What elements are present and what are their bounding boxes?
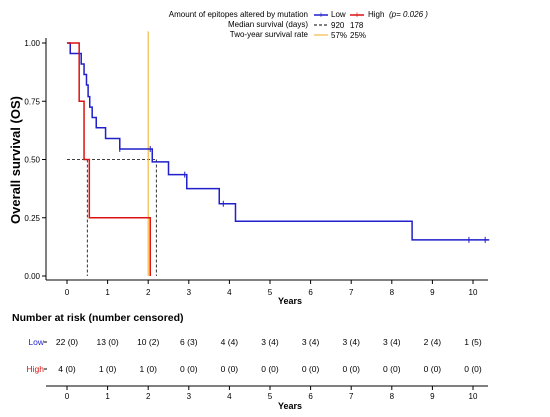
risk-cell: 1 (0) xyxy=(99,364,117,374)
x-tick-label: 3 xyxy=(187,288,192,297)
risk-cell: 13 (0) xyxy=(96,337,118,347)
x-tick-label: 4 xyxy=(227,288,232,297)
y-tick-label: 1.00 xyxy=(24,39,40,48)
survival-curve-high xyxy=(67,42,151,276)
x-ticks: 0 1 2 3 4 5 6 7 8 9 10 xyxy=(65,280,478,297)
risk-row-label-high: High xyxy=(27,364,45,374)
risk-x-tick-label: 10 xyxy=(469,392,478,401)
y-tick-label: 0.25 xyxy=(24,214,40,223)
risk-cell: 0 (0) xyxy=(180,364,198,374)
risk-x-tick-label: 2 xyxy=(146,392,151,401)
legend-median-high: 178 xyxy=(350,21,364,30)
y-ticks: 0.00 0.25 0.50 0.75 1.00 xyxy=(24,39,46,281)
risk-cell: 0 (0) xyxy=(464,364,482,374)
survival-curve-low xyxy=(67,42,490,241)
legend: Amount of epitopes altered by mutation +… xyxy=(169,10,428,40)
risk-x-tick-label: 8 xyxy=(390,392,395,401)
legend-high-label: High xyxy=(368,10,384,19)
risk-cell: 3 (4) xyxy=(383,337,401,347)
risk-x-tick-label: 7 xyxy=(349,392,354,401)
x-axis-label: Years xyxy=(278,296,302,306)
legend-low-label: Low xyxy=(331,10,346,19)
risk-cell: 6 (3) xyxy=(180,337,198,347)
risk-table-title: Number at risk (number censored) xyxy=(12,312,184,324)
y-axis-label: Overall survival (OS) xyxy=(8,96,23,224)
legend-twoyear-low: 57% xyxy=(331,31,347,40)
x-tick-label: 2 xyxy=(146,288,151,297)
legend-twoyear-high: 25% xyxy=(350,31,366,40)
x-tick-label: 8 xyxy=(390,288,395,297)
axes: Overall survival (OS) Years 0.00 0.25 0.50… xyxy=(8,38,488,306)
legend-low-plus: + xyxy=(318,10,323,20)
legend-median-low: 920 xyxy=(331,21,345,30)
risk-cell: 22 (0) xyxy=(56,337,78,347)
risk-cell: 3 (4) xyxy=(302,337,320,347)
risk-cell: 3 (4) xyxy=(342,337,360,347)
x-tick-label: 10 xyxy=(469,288,478,297)
x-tick-label: 9 xyxy=(430,288,435,297)
risk-cell: 0 (0) xyxy=(342,364,360,374)
risk-row-label-low: Low xyxy=(28,337,44,347)
risk-x-tick-label: 0 xyxy=(65,392,70,401)
risk-rows: Low 22 (0) 13 (0) 10 (2) 6 (3) 4 (4) 3 (4) 3 (4… xyxy=(27,337,482,374)
legend-high-p: (p= 0.026 ) xyxy=(389,10,428,19)
risk-x-tick-label: 1 xyxy=(105,392,110,401)
risk-cell: 2 (4) xyxy=(424,337,442,347)
risk-cell: 0 (0) xyxy=(424,364,442,374)
risk-table: Number at risk (number censored) Years L… xyxy=(12,312,488,411)
risk-x-tick-label: 5 xyxy=(268,392,273,401)
y-tick-label: 0.75 xyxy=(24,97,40,106)
risk-cell: 0 (0) xyxy=(302,364,320,374)
risk-cell: 10 (2) xyxy=(137,337,159,347)
legend-median-label: Median survival (days) xyxy=(228,20,308,29)
y-tick-label: 0.50 xyxy=(24,156,40,165)
risk-x-tick-label: 9 xyxy=(430,392,435,401)
risk-ticks: 0 1 2 3 4 5 6 7 8 9 10 xyxy=(65,386,478,401)
x-tick-label: 5 xyxy=(268,288,273,297)
legend-twoyear-label: Two-year survival rate xyxy=(230,30,309,39)
x-tick-label: 6 xyxy=(308,288,313,297)
legend-title: Amount of epitopes altered by mutation xyxy=(169,10,308,19)
risk-cell: 0 (0) xyxy=(383,364,401,374)
risk-x-tick-label: 6 xyxy=(308,392,313,401)
risk-cell: 0 (0) xyxy=(221,364,239,374)
x-tick-label: 0 xyxy=(65,288,70,297)
risk-cell: 4 (4) xyxy=(221,337,239,347)
risk-x-tick-label: 3 xyxy=(187,392,192,401)
risk-cell: 1 (0) xyxy=(139,364,157,374)
risk-axis-label: Years xyxy=(278,401,302,411)
legend-high-plus: + xyxy=(354,10,359,20)
risk-x-tick-label: 4 xyxy=(227,392,232,401)
risk-cell: 1 (5) xyxy=(464,337,482,347)
risk-cell: 0 (0) xyxy=(261,364,279,374)
x-tick-label: 1 xyxy=(105,288,110,297)
reference-lines xyxy=(67,31,157,276)
x-tick-label: 7 xyxy=(349,288,354,297)
risk-cell: 4 (0) xyxy=(58,364,76,374)
survival-curves xyxy=(67,42,490,276)
risk-cell: 3 (4) xyxy=(261,337,279,347)
y-tick-label: 0.00 xyxy=(24,272,40,281)
